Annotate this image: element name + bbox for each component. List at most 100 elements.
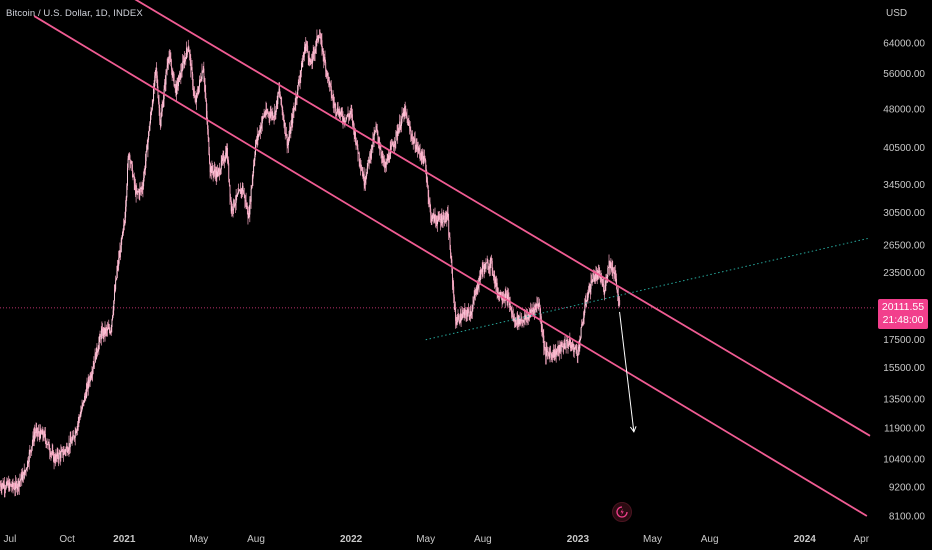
candle-body	[509, 303, 511, 305]
x-tick-label: Jul	[4, 534, 17, 545]
drawings-layer	[0, 0, 876, 517]
symbol-title[interactable]: Bitcoin / U.S. Dollar, 1D, INDEX	[6, 8, 143, 19]
candle-body	[12, 482, 13, 488]
candle-body	[281, 97, 283, 106]
candle-body	[250, 188, 252, 202]
candle-body	[35, 432, 36, 434]
candle-body	[557, 350, 558, 352]
candle-body	[373, 134, 375, 142]
candle-body	[155, 67, 157, 71]
candle-body	[10, 484, 12, 486]
candle-body	[137, 190, 139, 192]
candle-body	[25, 469, 27, 471]
candle-body	[307, 51, 309, 59]
candle-body	[109, 327, 110, 331]
candle-body	[358, 152, 360, 154]
candle-body	[430, 214, 432, 221]
candle-body	[576, 349, 578, 355]
candle-body	[427, 181, 429, 186]
candle-body	[395, 132, 397, 142]
candle-body	[376, 129, 378, 132]
candle-body	[355, 142, 357, 144]
candle-body	[82, 400, 84, 404]
candle-body	[531, 310, 533, 312]
candle-body	[181, 69, 183, 72]
candle-body	[337, 107, 339, 114]
candle-body	[455, 308, 457, 321]
candle-body	[150, 112, 152, 116]
candle-body	[36, 427, 38, 430]
projection-arrow[interactable]	[619, 311, 635, 432]
currency-label: USD	[886, 8, 907, 19]
candle-body	[496, 282, 498, 293]
channel-line-1[interactable]	[33, 15, 868, 517]
candle-body	[19, 480, 21, 482]
trend-line[interactable]	[425, 237, 871, 341]
candle-body	[343, 117, 345, 122]
candle-body	[371, 144, 373, 148]
candle-body	[570, 344, 572, 349]
candle-body	[63, 453, 64, 456]
candle-body	[82, 403, 84, 406]
candle-body	[240, 189, 242, 194]
candle-body	[107, 328, 109, 330]
candle-body	[583, 317, 585, 324]
candle-body	[524, 315, 526, 319]
candle-body	[28, 461, 30, 464]
candle-body	[444, 221, 446, 223]
candle-body	[40, 429, 41, 439]
candle-body	[50, 453, 52, 455]
candle-body	[312, 51, 314, 54]
candle-body	[327, 73, 329, 78]
candle-body	[130, 161, 132, 163]
candle-body	[367, 159, 369, 167]
candle-body	[359, 160, 361, 164]
candle-body	[512, 314, 514, 321]
candle-body	[324, 57, 325, 61]
candle-body	[352, 121, 354, 123]
candle-body	[314, 49, 316, 54]
candle-body	[217, 170, 219, 173]
candle-body	[235, 194, 237, 203]
tradingview-logo-icon[interactable]	[612, 502, 632, 522]
candle-body	[573, 348, 575, 353]
candle-body	[296, 96, 297, 99]
candle-body	[266, 108, 268, 113]
candle-body	[468, 311, 470, 316]
candle-body	[589, 285, 591, 293]
candle-body	[421, 151, 423, 160]
channel-line-2[interactable]	[0, 0, 871, 437]
candle-body	[414, 138, 416, 149]
candle-body	[293, 108, 295, 113]
candle-body	[79, 416, 81, 418]
candle-body	[5, 483, 7, 489]
y-tick-label: 26500.00	[883, 240, 925, 251]
candle-body	[97, 351, 99, 353]
candle-body	[614, 272, 616, 277]
candle-body	[72, 435, 74, 437]
candle-body	[264, 113, 266, 115]
candle-body	[230, 196, 232, 201]
candle-body	[300, 70, 302, 76]
candle-body	[470, 311, 472, 315]
candle-body	[292, 112, 294, 124]
candle-body	[128, 154, 130, 159]
candle-body	[416, 146, 417, 150]
candle-body	[87, 379, 89, 389]
candle-body	[424, 159, 426, 161]
candle-body	[333, 101, 335, 106]
candle-body	[600, 277, 602, 279]
candle-body	[302, 56, 304, 60]
candle-body	[86, 388, 87, 398]
candle-body	[460, 313, 462, 320]
candle-body	[338, 111, 340, 116]
candle-body	[547, 350, 549, 353]
candle-body	[457, 321, 458, 323]
candle-body	[534, 309, 535, 313]
candle-body	[22, 472, 24, 475]
candle-body	[250, 199, 251, 202]
candle-body	[194, 92, 196, 98]
candle-body	[567, 340, 568, 343]
candle-body	[447, 212, 448, 217]
